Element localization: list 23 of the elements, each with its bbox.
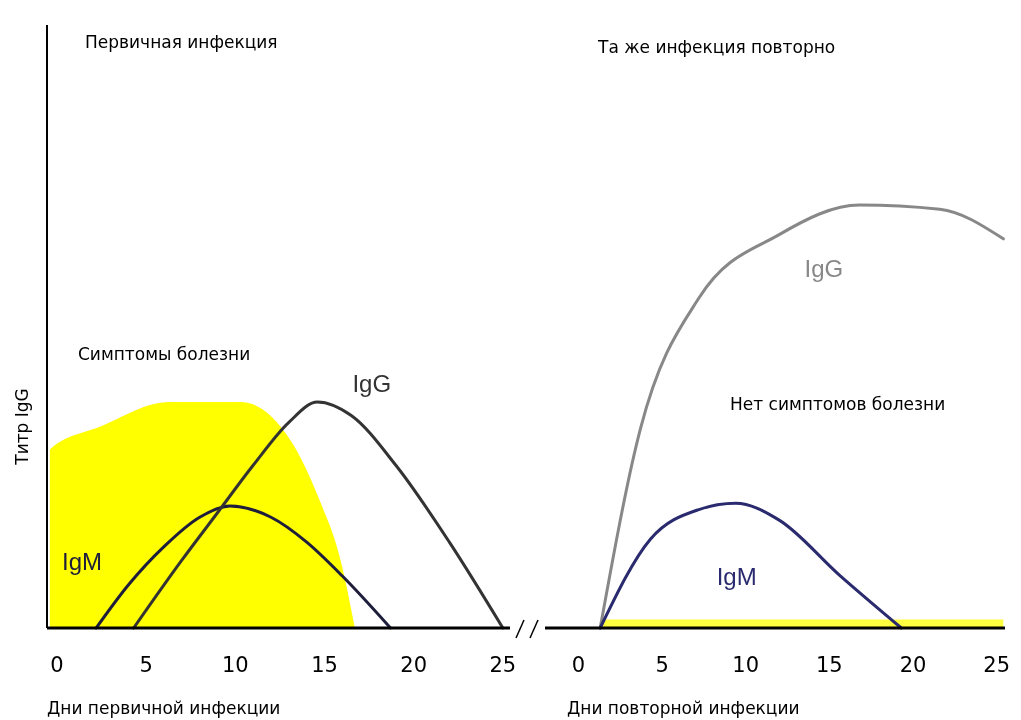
x-axis-title: Дни повторной инфекции bbox=[567, 698, 800, 718]
y-axis-title: Титр IgG bbox=[12, 388, 32, 466]
text: Симптомы болезни bbox=[78, 344, 251, 364]
series-label: IgG bbox=[804, 255, 844, 282]
x-tick-label: 10 bbox=[732, 653, 760, 677]
text: IgM bbox=[716, 563, 757, 591]
text: Та же инфекция повторно bbox=[597, 37, 836, 57]
x-tick-label: 0 bbox=[571, 653, 586, 677]
x-tick-label: 20 bbox=[899, 653, 927, 677]
x-axis-title: Дни первичной инфекции bbox=[47, 698, 281, 718]
x-tick-label: 0 bbox=[50, 653, 64, 677]
series-label: IgG bbox=[352, 370, 392, 397]
x-tick-label: 15 bbox=[816, 653, 843, 677]
x-tick-label: 15 bbox=[311, 653, 338, 677]
series-label: IgM bbox=[61, 547, 102, 575]
x-tick-label: 5 bbox=[139, 653, 153, 677]
x-tick-label: 5 bbox=[655, 653, 669, 677]
text: Первичная инфекция bbox=[85, 32, 278, 52]
x-tick-label: 25 bbox=[983, 653, 1010, 677]
x-tick-label: 25 bbox=[489, 653, 517, 677]
x-tick-label: 10 bbox=[221, 653, 249, 677]
annotation: Нет симптомов болезни bbox=[730, 394, 946, 414]
x-tick-label: 20 bbox=[400, 653, 428, 677]
